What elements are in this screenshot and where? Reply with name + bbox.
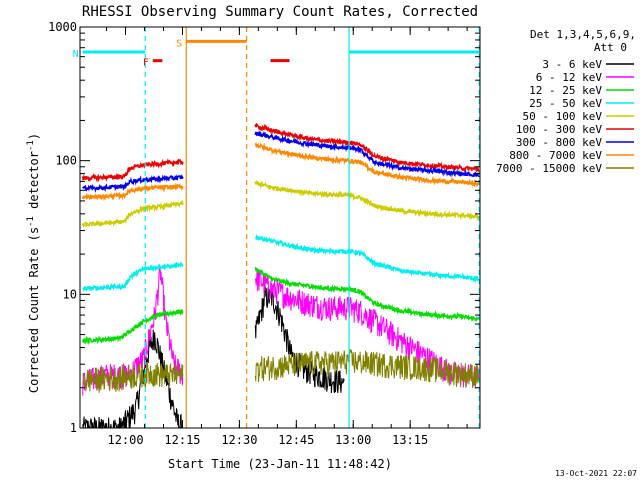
y-label-mid: detector bbox=[27, 151, 41, 216]
series-3-segment-1 bbox=[255, 233, 480, 284]
plot-frame bbox=[79, 26, 481, 429]
chart-title: RHESSI Observing Summary Count Rates, Co… bbox=[82, 4, 478, 20]
flag-label-0: N bbox=[73, 49, 79, 60]
series-2-segment-0 bbox=[82, 308, 184, 346]
legend-label-8: 7000 - 15000 keV bbox=[496, 162, 602, 175]
x-tick-label-1: 12:15 bbox=[164, 433, 200, 447]
x-axis-label: Start Time (23-Jan-11 11:48:42) bbox=[168, 457, 392, 471]
legend-label-5: 100 - 300 keV bbox=[516, 123, 602, 136]
y-label-main: Corrected Count Rate (s bbox=[27, 227, 41, 393]
series-4-segment-0 bbox=[81, 199, 184, 228]
series-1-segment-1 bbox=[254, 268, 480, 389]
legend-label-0: 3 - 6 keV bbox=[542, 58, 602, 71]
y-label-end: ) bbox=[27, 133, 41, 140]
series-5-segment-1 bbox=[254, 122, 480, 173]
y-tick-label-3: 1000 bbox=[48, 20, 77, 34]
x-tick-label-2: 12:30 bbox=[221, 433, 257, 447]
series-7-segment-1 bbox=[254, 142, 480, 188]
y-tick-label-0: 1 bbox=[70, 421, 77, 435]
legend-header-2: Att 0 bbox=[594, 41, 627, 54]
series-8-segment-0 bbox=[82, 361, 184, 393]
y-tick-label-1: 10 bbox=[63, 287, 77, 301]
series-0-segment-0 bbox=[82, 329, 183, 430]
flag-label-3: F bbox=[143, 58, 149, 69]
plot-area: N S F bbox=[73, 27, 480, 430]
x-tick-label-5: 13:15 bbox=[392, 433, 428, 447]
legend-label-4: 50 - 100 keV bbox=[523, 110, 603, 123]
y-label-sup2: -1 bbox=[26, 140, 36, 151]
series-4-segment-1 bbox=[254, 179, 480, 222]
series-8-segment-1 bbox=[254, 348, 480, 389]
series-6-segment-0 bbox=[82, 173, 184, 193]
series-2-segment-1 bbox=[254, 266, 480, 322]
y-label-sup1: -1 bbox=[26, 216, 36, 227]
series-3-segment-0 bbox=[82, 260, 184, 292]
legend-label-7: 800 - 7000 keV bbox=[509, 149, 602, 162]
legend-label-6: 300 - 800 keV bbox=[516, 136, 602, 149]
x-tick-label-4: 13:00 bbox=[335, 433, 371, 447]
x-tick-label-0: 12:00 bbox=[107, 433, 143, 447]
legend-label-2: 12 - 25 keV bbox=[529, 84, 602, 97]
flag-label-2: S bbox=[176, 38, 182, 49]
legend-label-1: 6 - 12 keV bbox=[536, 71, 603, 84]
legend-label-3: 25 - 50 keV bbox=[529, 97, 602, 110]
series-7-segment-0 bbox=[81, 182, 184, 202]
y-axis-label: Corrected Count Rate (s-1 detector-1) bbox=[26, 133, 41, 393]
series-6-segment-1 bbox=[254, 130, 480, 178]
axes: 12:00 12:15 12:30 12:45 13:00 13:15 1 10 100 1000 bbox=[48, 20, 481, 447]
series-5-segment-0 bbox=[81, 158, 184, 183]
footer-timestamp: 13-Oct-2021 22:07 bbox=[555, 469, 637, 478]
x-tick-label-3: 12:45 bbox=[278, 433, 314, 447]
svg-text:Corrected Count Rate (s-1 dete: Corrected Count Rate (s-1 detector-1) bbox=[26, 133, 41, 393]
legend-header-1: Det 1,3,4,5,6,9, bbox=[530, 28, 636, 41]
y-tick-label-2: 100 bbox=[55, 154, 77, 168]
